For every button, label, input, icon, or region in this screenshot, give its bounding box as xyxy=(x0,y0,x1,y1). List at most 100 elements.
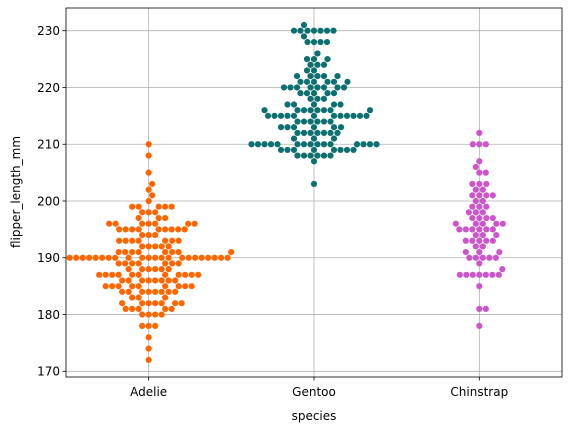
swarm-point-chinstrap xyxy=(489,237,496,244)
swarm-point-adelie xyxy=(145,345,152,352)
swarm-point-gentoo xyxy=(314,141,321,148)
swarm-point-adelie xyxy=(198,254,205,261)
swarm-point-adelie xyxy=(185,220,192,227)
swarm-point-gentoo xyxy=(310,38,318,46)
swarm-point-gentoo xyxy=(271,112,278,119)
swarm-point-gentoo xyxy=(248,141,255,148)
swarm-point-gentoo xyxy=(314,73,321,80)
swarm-point-chinstrap xyxy=(472,220,479,227)
swarm-point-gentoo xyxy=(327,107,334,114)
swarm-point-adelie xyxy=(145,186,152,193)
swarm-point-adelie xyxy=(119,288,126,295)
swarm-point-chinstrap xyxy=(472,197,479,205)
swarm-point-adelie xyxy=(211,254,218,261)
swarm-point-gentoo xyxy=(317,27,324,34)
swarm-point-gentoo xyxy=(310,158,318,165)
swarm-point-chinstrap xyxy=(479,186,486,193)
swarm-point-gentoo xyxy=(330,135,338,142)
swarm-point-chinstrap xyxy=(476,283,483,290)
swarm-point-adelie xyxy=(168,203,175,210)
swarm-point-gentoo xyxy=(334,84,341,91)
swarm-point-gentoo xyxy=(277,124,285,131)
swarm-point-gentoo xyxy=(307,61,314,68)
swarm-point-gentoo xyxy=(310,55,318,63)
swarm-point-gentoo xyxy=(350,112,357,119)
swarm-point-adelie xyxy=(162,237,169,244)
swarm-point-gentoo xyxy=(307,152,314,159)
swarm-point-chinstrap xyxy=(483,237,490,244)
swarm-point-gentoo xyxy=(310,67,318,74)
swarm-point-adelie xyxy=(182,271,189,278)
swarm-point-adelie xyxy=(145,231,152,239)
swarm-point-adelie xyxy=(79,254,86,261)
swarm-point-adelie xyxy=(172,277,179,284)
swarm-point-adelie xyxy=(165,254,172,261)
swarm-point-gentoo xyxy=(323,38,331,46)
swarm-point-chinstrap xyxy=(492,254,499,261)
swarm-point-gentoo xyxy=(334,129,341,136)
swarm-point-adelie xyxy=(135,283,142,290)
swarm-point-gentoo xyxy=(307,95,314,102)
swarm-point-gentoo xyxy=(300,33,308,40)
swarm-point-chinstrap xyxy=(462,226,469,233)
swarm-point-adelie xyxy=(162,294,169,301)
swarm-point-chinstrap xyxy=(463,271,470,278)
swarm-point-gentoo xyxy=(307,84,314,91)
swarm-point-chinstrap xyxy=(476,141,483,148)
swarm-point-adelie xyxy=(122,305,129,312)
swarm-point-adelie xyxy=(218,254,225,261)
swarm-point-gentoo xyxy=(327,141,334,148)
swarm-point-gentoo xyxy=(277,146,285,154)
swarm-point-adelie xyxy=(129,203,136,210)
swarm-point-gentoo xyxy=(320,129,328,136)
x-tick-label: Gentoo xyxy=(292,385,336,399)
swarm-point-gentoo xyxy=(297,27,304,34)
swarm-point-gentoo xyxy=(337,146,344,154)
swarm-point-adelie xyxy=(149,192,156,199)
swarm-point-adelie xyxy=(172,300,179,307)
swarm-point-adelie xyxy=(162,260,169,267)
swarm-point-chinstrap xyxy=(456,226,463,233)
swarm-point-chinstrap xyxy=(489,226,496,233)
swarm-point-chinstrap xyxy=(469,214,476,222)
swarm-point-adelie xyxy=(112,254,119,261)
swarm-point-gentoo xyxy=(360,141,367,148)
swarm-point-chinstrap xyxy=(476,129,483,136)
swarm-point-gentoo xyxy=(284,101,291,108)
swarm-point-adelie xyxy=(102,271,109,278)
swarm-point-adelie xyxy=(175,283,182,290)
swarm-point-chinstrap xyxy=(479,231,486,239)
swarm-point-gentoo xyxy=(294,152,301,159)
swarm-point-adelie xyxy=(162,305,169,312)
swarm-point-adelie xyxy=(139,243,146,250)
swarm-point-adelie xyxy=(139,277,146,284)
swarm-point-gentoo xyxy=(303,67,311,74)
swarm-point-gentoo xyxy=(294,107,301,114)
swarm-point-chinstrap xyxy=(472,186,479,193)
swarm-point-chinstrap xyxy=(499,266,506,273)
swarm-point-adelie xyxy=(155,203,162,210)
swarm-point-gentoo xyxy=(290,124,298,131)
swarm-point-adelie xyxy=(205,254,212,261)
swarm-point-chinstrap xyxy=(476,249,483,256)
swarm-point-adelie xyxy=(105,254,112,261)
swarm-point-adelie xyxy=(109,283,116,290)
swarm-point-gentoo xyxy=(320,61,328,68)
y-axis: 170 180 190 200 210 220 230 xyxy=(37,24,66,379)
swarm-point-adelie xyxy=(165,243,172,250)
swarm-point-chinstrap xyxy=(489,271,496,278)
swarm-point-gentoo xyxy=(324,90,331,97)
swarm-point-adelie xyxy=(152,277,159,284)
swarm-point-chinstrap xyxy=(472,163,479,171)
swarm-point-gentoo xyxy=(310,124,318,131)
swarm-point-adelie xyxy=(129,305,136,312)
swarm-point-gentoo xyxy=(300,129,308,136)
swarm-point-gentoo xyxy=(300,118,308,125)
swarm-point-adelie xyxy=(162,214,169,222)
swarm-point-adelie xyxy=(115,283,122,290)
swarm-point-chinstrap xyxy=(499,220,506,227)
swarm-point-adelie xyxy=(139,254,146,261)
swarm-point-adelie xyxy=(182,283,189,290)
swarm-point-adelie xyxy=(135,226,142,233)
